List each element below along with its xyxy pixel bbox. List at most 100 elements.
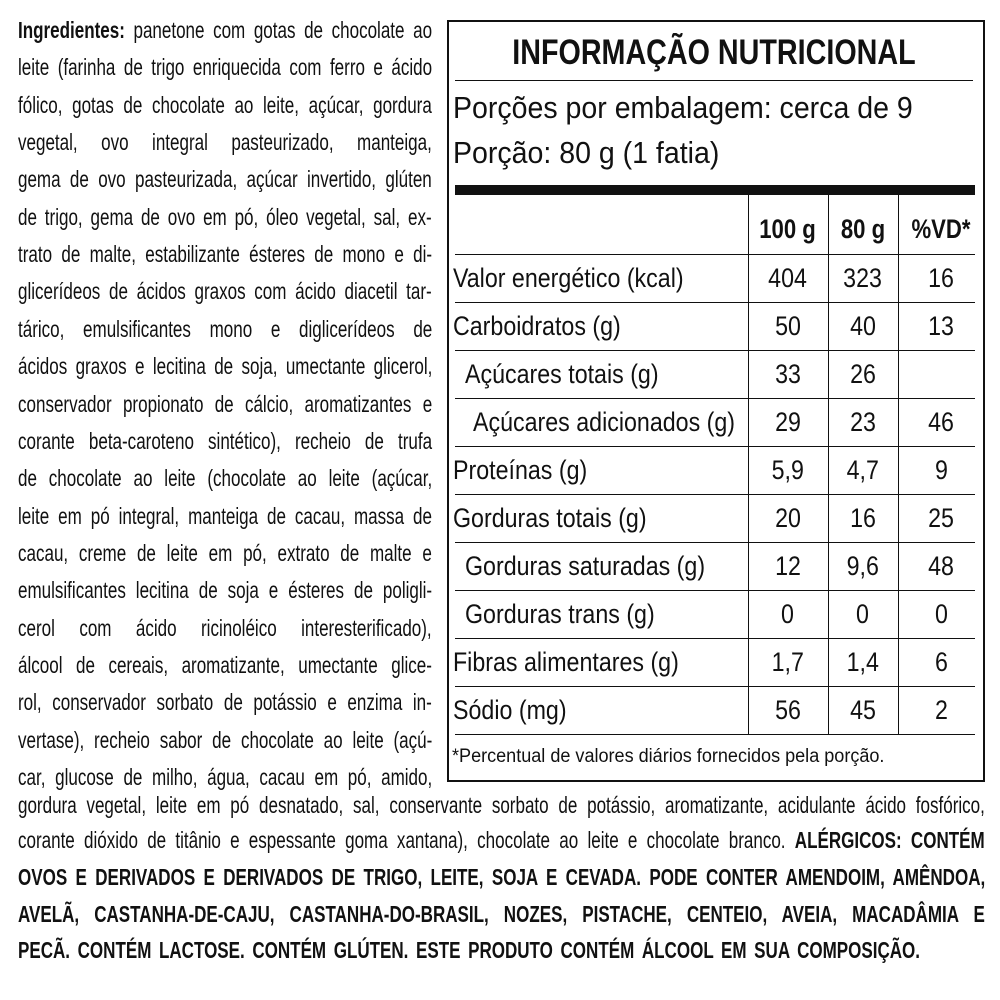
- nutrient-label: Gorduras trans (g): [465, 599, 655, 629]
- nutrient-value-inner: 9,6: [847, 549, 879, 583]
- text-line-inner: de chocolate ao leite (chocolate ao leit…: [18, 463, 432, 493]
- text-line: fólico, gotas de chocolate ao leite, açú…: [18, 90, 432, 120]
- nutrient-value-inner: 323: [844, 261, 883, 295]
- nutrient-label-inner: Açúcares adicionados (g): [473, 405, 735, 439]
- nutrient-value: 16: [828, 501, 898, 535]
- row-line: [455, 638, 975, 639]
- text-line-inner: AVELÃ, CASTANHA-DE-CAJU, CASTANHA-DO-BRA…: [18, 899, 985, 929]
- nutrient-value: 40: [850, 311, 876, 341]
- nutrient-value: 6: [935, 647, 948, 677]
- text-line: vertase), recheio sabor de chocolate ao …: [18, 725, 432, 755]
- nutrient-value: 48: [898, 549, 985, 583]
- nutrient-value: 23: [828, 405, 898, 439]
- nutrient-value-inner: 29: [775, 405, 801, 439]
- text-line: glicerídeos de ácidos graxos com ácido d…: [18, 276, 432, 306]
- nutrient-value-inner: 40: [850, 309, 876, 343]
- serving-size-inner: Porção: 80 g (1 fatia): [453, 136, 719, 170]
- nutrient-value-inner: 16: [850, 501, 876, 535]
- nutrient-label: Açúcares adicionados (g): [473, 407, 736, 437]
- ingredients-text: panetone com gotas de chocolate ao: [133, 17, 433, 43]
- text-line: leite (farinha de trigo enriquecida com …: [18, 52, 432, 82]
- nutrient-value: 26: [850, 359, 876, 389]
- nutrient-value: 16: [928, 263, 955, 293]
- nutrient-label: Valor energético (kcal): [453, 261, 748, 295]
- nutrient-value-inner: 1,4: [847, 645, 879, 679]
- column-header: 100 g: [759, 214, 817, 244]
- ingredients-text: leite (farinha de trigo enriquecida com …: [18, 54, 433, 81]
- column-header: 100 g: [748, 212, 828, 246]
- nutrient-value: 33: [748, 357, 828, 391]
- text-line-inner: gordura vegetal, leite em pó desnatado, …: [18, 790, 985, 820]
- ingredients-text: glicerídeos de ácidos graxos com ácido d…: [18, 278, 432, 305]
- nutrient-value: 4,7: [846, 455, 880, 485]
- column-header: %VD*: [911, 214, 972, 244]
- nutrient-label: Carboidratos (g): [453, 311, 621, 341]
- nutrient-value-inner: 16: [929, 261, 955, 295]
- text-line: Ingredientes: panetone com gotas de choc…: [18, 15, 432, 45]
- allergens-label: ALÉRGICOS: CONTÉM: [794, 827, 985, 853]
- nutrient-value: 48: [928, 551, 955, 581]
- allergens-text: OVOS E DERIVADOS E DERIVADOS DE TRIGO, L…: [18, 864, 986, 890]
- nutrient-value: 2: [935, 695, 948, 725]
- nutrient-value: 0: [898, 597, 985, 631]
- ingredients-text: vegetal, ovo integral pasteurizado, mant…: [18, 129, 432, 156]
- nutrient-value: 26: [828, 357, 898, 391]
- nutrient-value: 5,9: [748, 453, 828, 487]
- nutrient-value: 0: [856, 599, 870, 629]
- nutrient-label: Gorduras saturadas (g): [465, 549, 760, 583]
- nutrient-value: 0: [781, 599, 795, 629]
- serving-size: Porção: 80 g (1 fatia): [453, 135, 720, 170]
- ingredients-text: conservador propionato de cálcio, aromat…: [18, 390, 433, 417]
- nutrient-value: 9: [935, 455, 948, 485]
- nutrient-value: 5,9: [771, 455, 805, 485]
- ingredients-text: car, glucose de milho, água, cacau em pó…: [18, 764, 433, 790]
- ingredients-text: tárico, emulsificantes mono e digliceríd…: [18, 315, 433, 342]
- nutrient-label-inner: Fibras alimentares (g): [453, 645, 679, 679]
- nutrient-value-inner: 48: [929, 549, 955, 583]
- ingredients-text: vertase), recheio sabor de chocolate ao …: [18, 726, 433, 753]
- nutrient-value: 33: [775, 359, 801, 389]
- text-line: car, glucose de milho, água, cacau em pó…: [18, 762, 432, 792]
- text-line: de trigo, gema de ovo em pó, óleo vegeta…: [18, 202, 432, 232]
- nutrient-label-inner: Açúcares totais (g): [465, 357, 659, 391]
- nutrient-value: 9,6: [828, 549, 898, 583]
- nutrient-value: 0: [828, 597, 898, 631]
- text-line-inner: OVOS E DERIVADOS E DERIVADOS DE TRIGO, L…: [18, 862, 985, 892]
- column-header-inner: 100 g: [760, 212, 817, 246]
- nutrient-value-inner: 13: [929, 309, 955, 343]
- text-line: corante beta-caroteno sintético), rechei…: [18, 426, 432, 456]
- nutrient-value: 1,7: [771, 647, 805, 677]
- text-line: gordura vegetal, leite em pó desnatado, …: [18, 790, 985, 820]
- nutrient-value: 13: [928, 311, 955, 341]
- nutrient-label: Valor energético (kcal): [453, 263, 684, 293]
- nutrient-value: 46: [898, 405, 985, 439]
- row-line: [455, 254, 975, 255]
- nutrient-value-inner: 6: [935, 645, 948, 679]
- nutrient-label: Açúcares totais (g): [465, 359, 659, 389]
- text-line: cerol com ácido ricinoléico interesterif…: [18, 613, 432, 643]
- column-header-inner: %VD*: [912, 212, 971, 246]
- nutrient-label: Gorduras saturadas (g): [465, 551, 706, 581]
- ingredients-text: leite em pó integral, manteiga de cacau,…: [18, 502, 432, 529]
- row-line: [455, 686, 975, 687]
- row-line: [455, 542, 975, 543]
- nutrient-label: Açúcares adicionados (g): [473, 405, 768, 439]
- row-line: [455, 302, 975, 303]
- text-line-inner: cacau, creme de leite em pó, extrato de …: [18, 538, 432, 568]
- nutrient-value-inner: 0: [857, 597, 870, 631]
- text-line: trato de malte, estabilizante ésteres de…: [18, 239, 432, 269]
- nutrient-value: 20: [775, 503, 801, 533]
- ingredients-text: ácidos graxos e lecitina de soja, umecta…: [18, 353, 433, 380]
- nutrient-value: 40: [828, 309, 898, 343]
- text-line-inner: leite (farinha de trigo enriquecida com …: [18, 52, 432, 82]
- text-line-inner: álcool de cereais, aromatizante, umectan…: [18, 650, 432, 680]
- servings-per-package: Porções por embalagem: cerca de 9: [453, 90, 913, 125]
- nutrient-value-inner: 23: [850, 405, 876, 439]
- nutrient-value-inner: 25: [929, 501, 955, 535]
- text-line: conservador propionato de cálcio, aromat…: [18, 389, 432, 419]
- text-line-inner: vegetal, ovo integral pasteurizado, mant…: [18, 127, 432, 157]
- footnote-inner: *Percentual de valores diários fornecido…: [452, 740, 884, 774]
- ingredients-text: de trigo, gema de ovo em pó, óleo vegeta…: [18, 203, 432, 230]
- text-line-inner: fólico, gotas de chocolate ao leite, açú…: [18, 90, 432, 120]
- nutrient-value-inner: 5,9: [772, 453, 804, 487]
